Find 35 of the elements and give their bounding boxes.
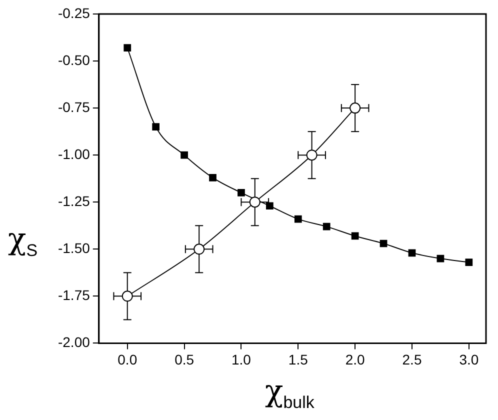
- point: [238, 189, 245, 196]
- point: [194, 244, 205, 255]
- y-tick-label: -2.00: [58, 334, 90, 350]
- x-tick-label: 2.0: [345, 351, 366, 368]
- point: [408, 249, 416, 257]
- point: [122, 290, 133, 302]
- point: [322, 222, 330, 230]
- y-tick-label: -1.75: [58, 287, 90, 304]
- point: [465, 258, 473, 266]
- point: [436, 254, 444, 262]
- point: [209, 174, 216, 182]
- point: [266, 202, 274, 210]
- x-tick-label: 1.0: [231, 351, 252, 368]
- y-tick-label: -1.50: [58, 240, 90, 256]
- point: [306, 150, 318, 161]
- y-tick-label: -0.50: [58, 52, 90, 68]
- point: [249, 196, 260, 208]
- point: [294, 215, 302, 223]
- point: [124, 44, 132, 52]
- point: [180, 151, 188, 159]
- y-axis-title: χ$_{S}$: [8, 222, 38, 261]
- x-tick-label: 0.0: [118, 351, 138, 368]
- y-tick-label: -0.25: [58, 4, 90, 21]
- point: [152, 123, 160, 131]
- y-tick-label: -1.25: [58, 192, 90, 209]
- x-tick-label: 1.5: [288, 351, 308, 368]
- y-tick-label: -0.75: [58, 98, 90, 115]
- x-tick-label: 2.5: [402, 351, 422, 368]
- y-tick-label: -1.00: [58, 146, 90, 162]
- point: [380, 240, 388, 248]
- x-tick-label: 3.0: [459, 351, 479, 368]
- x-axis-title: χ$_{bulk}$: [265, 374, 314, 413]
- point: [350, 102, 361, 114]
- point: [351, 232, 359, 240]
- x-tick-label: 0.5: [174, 351, 194, 368]
